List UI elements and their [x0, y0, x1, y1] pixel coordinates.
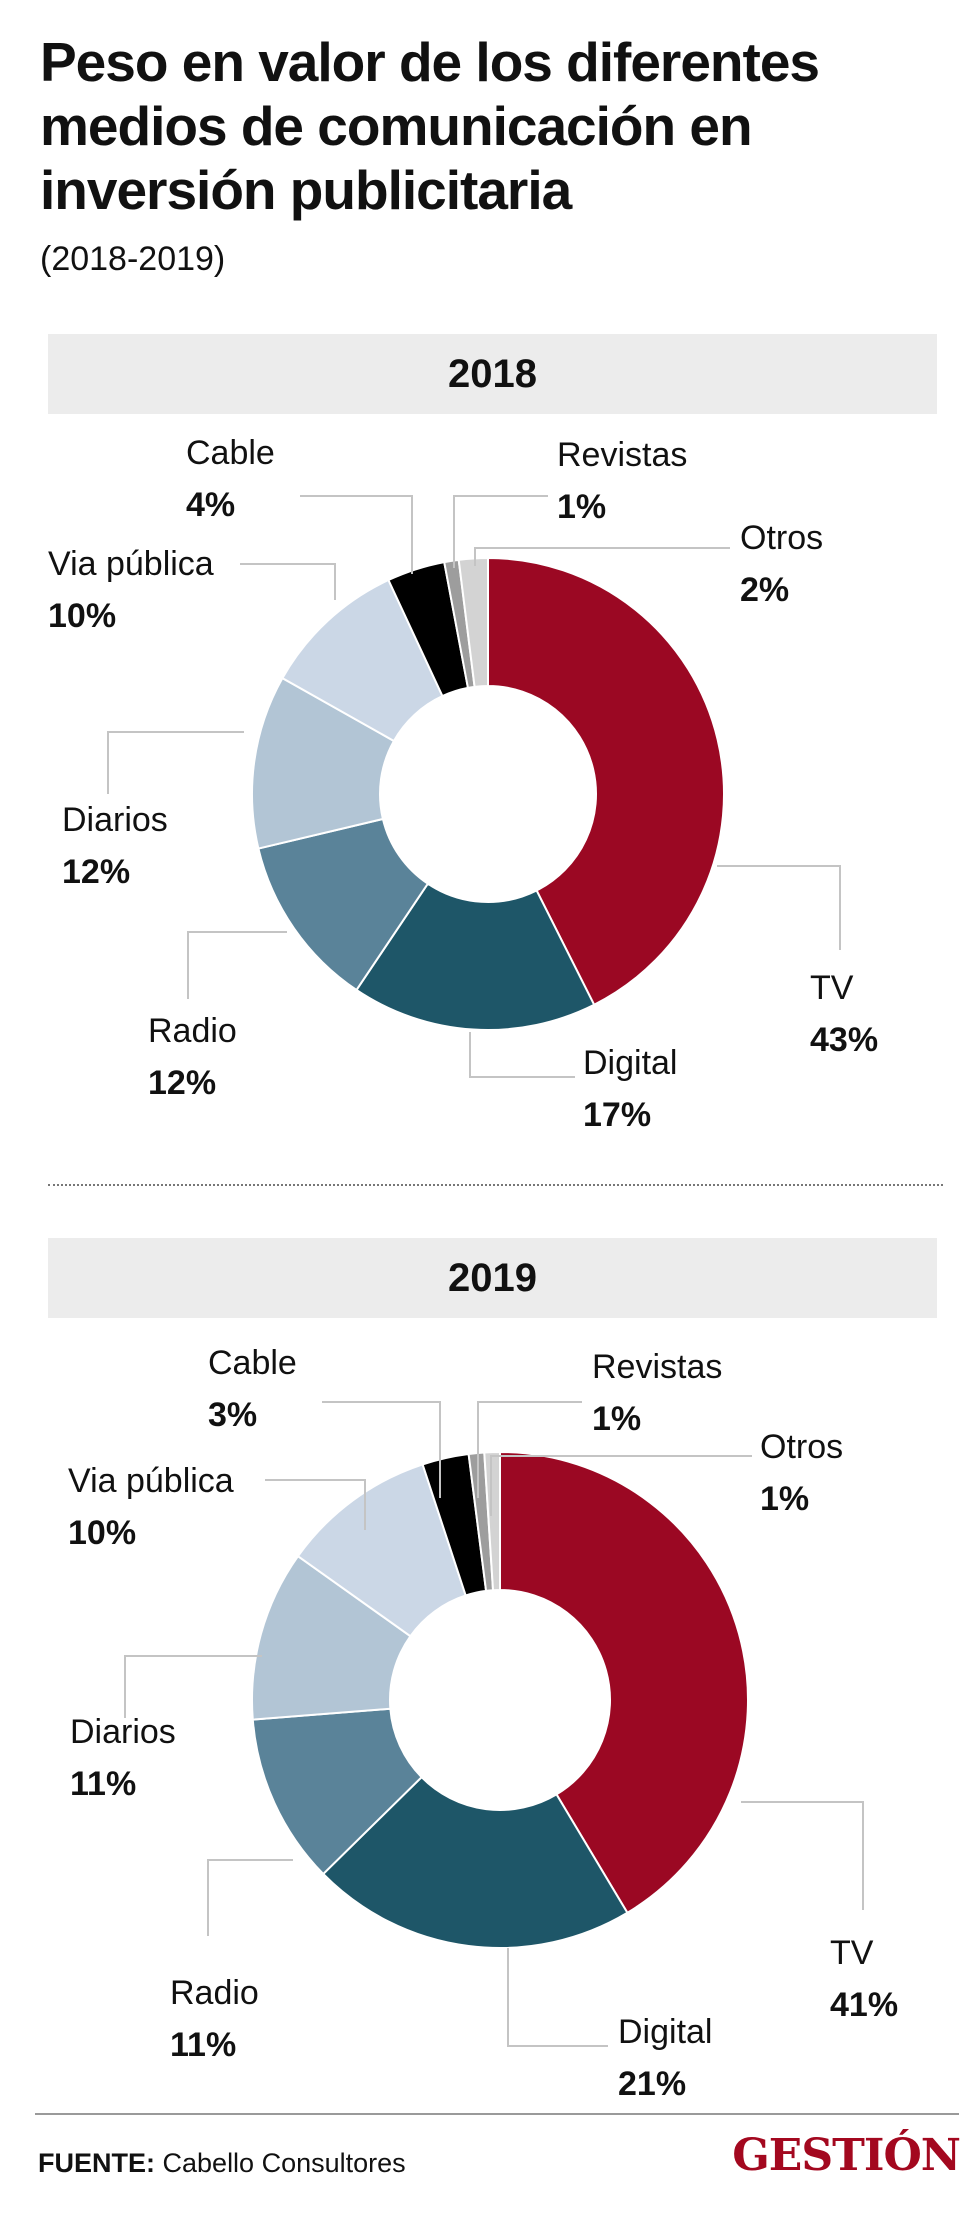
value-label-diarios: 12%	[62, 853, 130, 891]
leader-line-via-p-blica	[240, 563, 336, 600]
category-label-radio: Radio	[148, 1012, 237, 1050]
category-label-otros: Otros	[740, 519, 823, 557]
leader-line-otros	[490, 1455, 752, 1516]
slice-radio-2019	[251, 1707, 424, 1876]
chart-title: Peso en valor de los diferentes medios d…	[40, 31, 820, 221]
category-label-otros: Otros	[760, 1428, 843, 1466]
value-label-tv: 43%	[810, 1021, 878, 1059]
slice-tv-2018	[487, 556, 725, 1007]
year-header-2019: 2019	[48, 1238, 937, 1318]
category-label-diarios: Diarios	[62, 801, 168, 839]
leader-line-diarios	[107, 731, 244, 794]
value-label-revistas: 1%	[557, 488, 606, 526]
slice-tv-2019	[499, 1450, 749, 1915]
donut-chart-2018: TV 43% Digital 17% Radio 12% Diarios 12% Via púb…	[48, 434, 878, 1134]
source-label: FUENTE:	[38, 2148, 155, 2178]
leader-line-digital	[507, 1948, 608, 2047]
value-label-digital: 21%	[618, 2065, 686, 2103]
leader-line-revistas	[453, 495, 548, 568]
category-label-radio: Radio	[170, 1974, 259, 2012]
value-label-revistas: 1%	[592, 1400, 641, 1438]
leader-line-otros	[474, 547, 730, 566]
source-text: Cabello Consultores	[162, 2148, 406, 2178]
leader-line-cable	[300, 495, 413, 574]
leader-line-revistas	[477, 1401, 582, 1498]
chart-subtitle: (2018-2019)	[40, 240, 226, 278]
slice-otros-2018	[457, 556, 489, 688]
category-label-via-p-blica: Via pública	[68, 1462, 234, 1500]
value-label-diarios: 11%	[70, 1765, 136, 1803]
leader-line-radio	[187, 931, 287, 999]
donut-chart-2019: TV 41% Digital 21% Radio 11% Diarios 11% Via púb…	[68, 1344, 898, 2103]
category-label-digital: Digital	[583, 1044, 677, 1082]
slice-digital-2018	[355, 882, 596, 1031]
value-label-radio: 11%	[170, 2026, 236, 2064]
leader-line-via-p-blica	[265, 1479, 366, 1530]
leader-line-cable	[322, 1401, 441, 1498]
footer-divider	[35, 2113, 959, 2115]
value-label-via-p-blica: 10%	[68, 1514, 136, 1552]
category-label-via-p-blica: Via pública	[48, 545, 214, 583]
value-label-cable: 3%	[208, 1396, 257, 1434]
year-header-2018: 2018	[48, 334, 937, 414]
leader-line-tv	[717, 865, 841, 950]
value-label-cable: 4%	[186, 486, 235, 524]
category-label-cable: Cable	[186, 434, 275, 472]
value-label-otros: 2%	[740, 571, 789, 609]
source-note: FUENTE: Cabello Consultores	[38, 2148, 406, 2179]
leader-line-digital	[469, 1032, 575, 1078]
value-label-otros: 1%	[760, 1480, 809, 1518]
category-label-cable: Cable	[208, 1344, 297, 1382]
category-label-revistas: Revistas	[557, 436, 687, 474]
category-label-digital: Digital	[618, 2013, 712, 2051]
value-label-digital: 17%	[583, 1096, 651, 1134]
leader-line-diarios	[124, 1655, 262, 1718]
value-label-radio: 12%	[148, 1064, 216, 1102]
value-label-via-p-blica: 10%	[48, 597, 116, 635]
category-label-diarios: Diarios	[70, 1713, 176, 1751]
section-divider	[48, 1184, 943, 1186]
slice-otros-2019	[483, 1450, 501, 1592]
gestion-logo: GESTIÓN	[732, 2130, 961, 2181]
leader-line-tv	[741, 1801, 864, 1910]
value-label-tv: 41%	[830, 1986, 898, 2024]
category-label-revistas: Revistas	[592, 1348, 722, 1386]
leader-line-radio	[207, 1859, 293, 1936]
category-label-tv: TV	[810, 969, 854, 1007]
slice-diarios-2019	[251, 1554, 412, 1721]
slice-digital-2019	[321, 1775, 629, 1949]
category-label-tv: TV	[830, 1934, 874, 1972]
